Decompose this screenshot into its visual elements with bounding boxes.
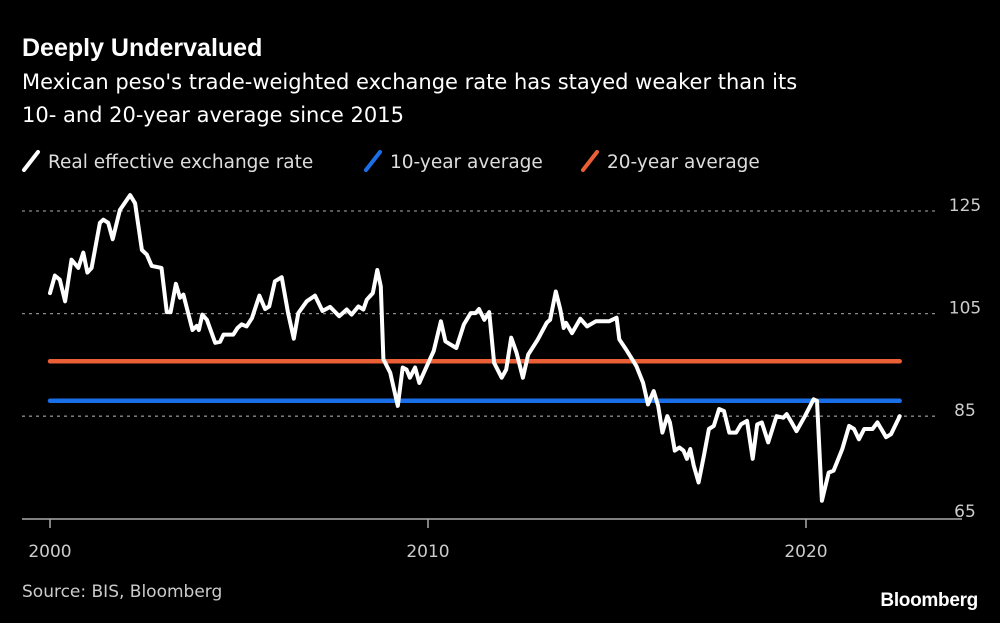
grid	[22, 210, 936, 417]
legend-item-10yr: 10-year average	[364, 150, 543, 173]
legend-item-reer: Real effective exchange rate	[22, 150, 313, 173]
legend-label-20yr: 20-year average	[607, 152, 760, 173]
x-tick-label: 2020	[784, 542, 827, 562]
source-note: Source: BIS, Bloomberg	[22, 582, 222, 602]
x-tick-label: 2000	[28, 542, 71, 562]
legend-swatch-10yr	[364, 150, 382, 172]
chart-title: Deeply Undervalued	[22, 34, 262, 62]
series-group	[47, 193, 902, 503]
legend-label-10yr: 10-year average	[390, 152, 543, 173]
chart-subtitle-line-2: 10- and 20-year average since 2015	[22, 103, 404, 127]
series-line-reer	[48, 193, 902, 503]
y-tick-label: 85	[954, 401, 976, 421]
y-axis: 125 105 85 65	[949, 196, 981, 522]
x-tick-label: 2010	[406, 542, 449, 562]
legend: Real effective exchange rate 10-year ave…	[22, 150, 760, 173]
legend-swatch-20yr	[581, 150, 599, 172]
chart-subtitle-line-1: Mexican peso's trade-weighted exchange r…	[22, 70, 797, 94]
legend-label-reer: Real effective exchange rate	[48, 152, 313, 173]
bloomberg-logo: Bloomberg	[880, 590, 978, 611]
y-tick-label: 125	[949, 196, 981, 216]
legend-item-20yr: 20-year average	[581, 150, 760, 173]
legend-swatch-reer	[22, 150, 40, 172]
y-tick-label: 105	[949, 299, 981, 319]
x-axis: 2000 2010 2020	[22, 518, 962, 562]
y-tick-label: 65	[954, 502, 976, 522]
